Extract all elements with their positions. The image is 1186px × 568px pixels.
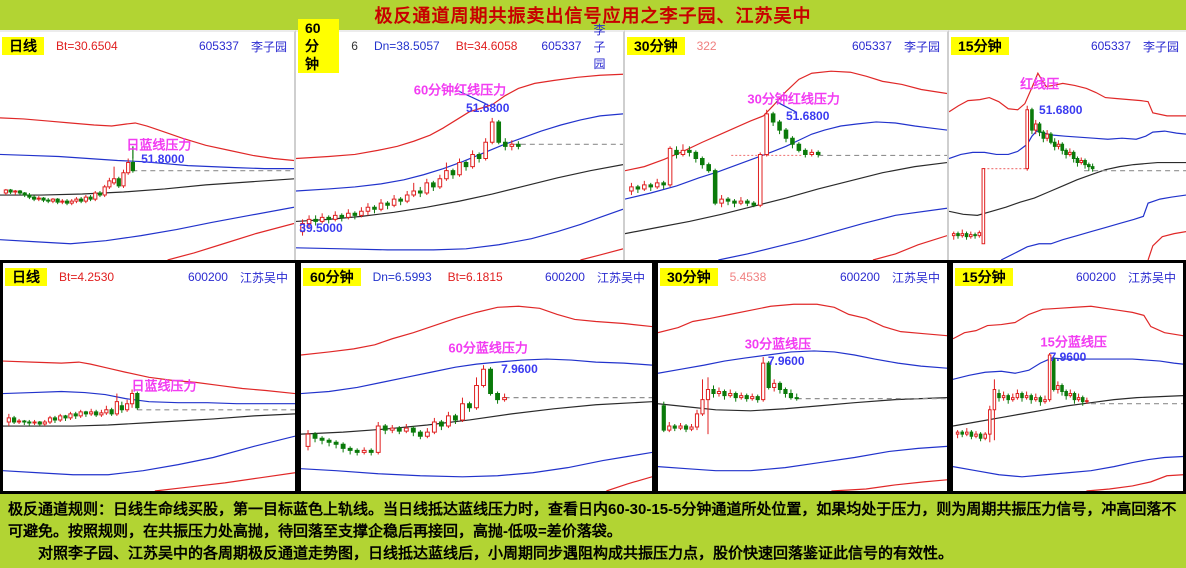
page-title: 极反通道周期共振卖出信号应用之李子园、江苏吴中 [374, 6, 812, 26]
stock-code: 600200 [839, 270, 880, 284]
pressure-annotation: 日蓝线压力 [131, 378, 197, 394]
price-label: 7.9600 [1049, 350, 1087, 365]
indicator-value: 6 [351, 39, 358, 53]
price-label: 7.9600 [501, 362, 538, 377]
stock-code: 605337 [198, 39, 239, 53]
price-label: 51.6800 [466, 100, 510, 115]
period-label: 60分钟 [303, 268, 361, 286]
channel-chart-svg [0, 57, 294, 260]
price-label: 51.6800 [1039, 102, 1083, 117]
chart-panel-liziyuan-15min: 15分钟 605337 李子园 红线压 51.6800 [949, 30, 1186, 260]
channel-chart-svg [949, 57, 1186, 260]
chart-panel-wuzhong-60min: 60分钟 Dn=6.5993 Bt=6.1815 600200 江苏吴中 60分蓝… [298, 260, 655, 494]
stock-code: 605337 [1090, 39, 1131, 53]
indicator-values: Dn=6.5993 Bt=6.1815 [373, 270, 503, 284]
pressure-annotation: 日蓝线压力 [126, 137, 192, 153]
indicator-values: Bt=4.2530 [59, 270, 114, 284]
indicator-value: Bt=4.2530 [59, 270, 115, 284]
pressure-annotation: 60分钟红线压力 [413, 82, 507, 98]
chart-plot[interactable]: 60分蓝线压力 7.9600 [301, 288, 652, 491]
chart-panel-wuzhong-15min: 15分钟 600200 江苏吴中 15分蓝线压 7.9600 [950, 260, 1186, 494]
channel-chart-svg [953, 288, 1183, 491]
stock-name: 李子园 [1142, 39, 1179, 54]
pressure-annotation: 30分蓝线压 [744, 336, 812, 352]
chart-plot[interactable]: 60分钟红线压力 51.6800 39.5000 [296, 57, 623, 260]
period-label: 日线 [2, 37, 44, 55]
chart-row-bottom: 日线 Bt=4.2530 600200 江苏吴中 日蓝线压力 60分钟 Dn=6… [0, 260, 1186, 494]
price-label: 51.6800 [786, 108, 830, 123]
chart-panel-wuzhong-daily: 日线 Bt=4.2530 600200 江苏吴中 日蓝线压力 [0, 260, 298, 494]
rules-panel: 极反通道规则：日线生命线买股，第一目标蓝色上轨线。当日线抵达蓝线压力时，查看日内… [0, 494, 1186, 568]
panel-header: 60分钟 6 Dn=38.5057 Bt=34.6058 605337 李子园 [296, 19, 623, 73]
stock-name: 李子园 [593, 22, 606, 71]
chart-plot[interactable]: 日蓝线压力 [3, 288, 295, 491]
low-price-label: 39.5000 [299, 220, 343, 235]
stock-code: 600200 [1075, 270, 1116, 284]
channel-chart-svg [296, 57, 623, 260]
chart-panel-liziyuan-daily: 日线 Bt=30.6504 605337 李子园 日蓝线压力 51.8000 [0, 30, 296, 260]
indicator-value: Bt=34.6058 [455, 39, 518, 53]
chart-panel-liziyuan-30min: 30分钟 322 605337 李子园 30分钟红线压力 51.6800 [625, 30, 949, 260]
panel-header: 60分钟 Dn=6.5993 Bt=6.1815 600200 江苏吴中 [301, 263, 652, 288]
stock-code: 605337 [851, 39, 892, 53]
price-label: 51.8000 [141, 151, 185, 166]
stock-code: 600200 [544, 270, 585, 284]
pressure-annotation: 15分蓝线压 [1040, 334, 1107, 350]
title-bar: 极反通道周期共振卖出信号应用之李子园、江苏吴中 [0, 0, 1186, 30]
stock-name: 江苏吴中 [239, 270, 288, 285]
stock-code: 600200 [187, 270, 228, 284]
stock-name: 李子园 [903, 39, 940, 54]
period-label: 30分钟 [660, 268, 718, 286]
indicator-values: Bt=30.6504 [56, 39, 118, 53]
chart-plot[interactable]: 红线压 51.6800 [949, 57, 1186, 260]
channel-chart-svg [658, 288, 947, 491]
pressure-annotation: 60分蓝线压力 [448, 340, 528, 356]
chart-plot[interactable]: 30分钟红线压力 51.6800 [625, 57, 947, 260]
pressure-annotation: 30分钟红线压力 [747, 91, 840, 107]
indicator-value: Bt=30.6504 [56, 39, 118, 53]
panel-header: 15分钟 600200 江苏吴中 [953, 263, 1183, 288]
stock-code: 605337 [541, 39, 582, 53]
price-label: 7.9600 [767, 354, 805, 369]
panel-header: 30分钟 322 605337 李子园 [625, 32, 947, 57]
stock-name: 江苏吴中 [891, 270, 940, 285]
panel-header: 日线 Bt=30.6504 605337 李子园 [0, 32, 294, 57]
pressure-annotation: 红线压 [1020, 76, 1060, 92]
indicator-values: 322 [697, 39, 717, 53]
indicator-values: 6 Dn=38.5057 Bt=34.6058 [351, 39, 517, 53]
panel-header: 15分钟 605337 李子园 [949, 32, 1186, 57]
stock-name: 江苏吴中 [596, 270, 645, 285]
stock-name: 李子园 [250, 39, 287, 54]
period-label: 15分钟 [951, 37, 1009, 55]
notes-text: 对照李子园、江苏吴中的各周期极反通道走势图，日线抵达蓝线后，小周期同步遇阻构成共… [38, 544, 954, 562]
indicator-value: Dn=6.5993 [372, 270, 432, 284]
period-label: 30分钟 [627, 37, 685, 55]
chart-panel-wuzhong-30min: 30分钟 5.4538 600200 江苏吴中 30分蓝线压 7.9600 [655, 260, 950, 494]
period-label: 日线 [5, 268, 47, 286]
period-label: 60分钟 [298, 19, 340, 73]
indicator-value: 322 [696, 39, 717, 53]
chart-plot[interactable]: 日蓝线压力 51.8000 [0, 57, 294, 260]
chart-plot[interactable]: 30分蓝线压 7.9600 [658, 288, 947, 491]
chart-panel-liziyuan-60min: 60分钟 6 Dn=38.5057 Bt=34.6058 605337 李子园 60… [296, 19, 625, 260]
chart-row-top: 日线 Bt=30.6504 605337 李子园 日蓝线压力 51.8000 60… [0, 19, 1186, 260]
indicator-values: 5.4538 [730, 270, 767, 284]
panel-header: 30分钟 5.4538 600200 江苏吴中 [658, 263, 947, 288]
rules-text: 极反通道规则：日线生命线买股，第一目标蓝色上轨线。当日线抵达蓝线压力时，查看日内… [8, 501, 1177, 540]
channel-chart-svg [625, 57, 947, 260]
panel-header: 日线 Bt=4.2530 600200 江苏吴中 [3, 263, 295, 288]
channel-chart-svg [301, 288, 652, 491]
chart-plot[interactable]: 15分蓝线压 7.9600 [953, 288, 1183, 491]
period-label: 15分钟 [955, 268, 1013, 286]
indicator-value: Dn=38.5057 [373, 39, 440, 53]
indicator-value: 5.4538 [729, 270, 767, 284]
indicator-value: Bt=6.1815 [447, 270, 503, 284]
channel-chart-svg [3, 288, 295, 491]
stock-name: 江苏吴中 [1127, 270, 1176, 285]
